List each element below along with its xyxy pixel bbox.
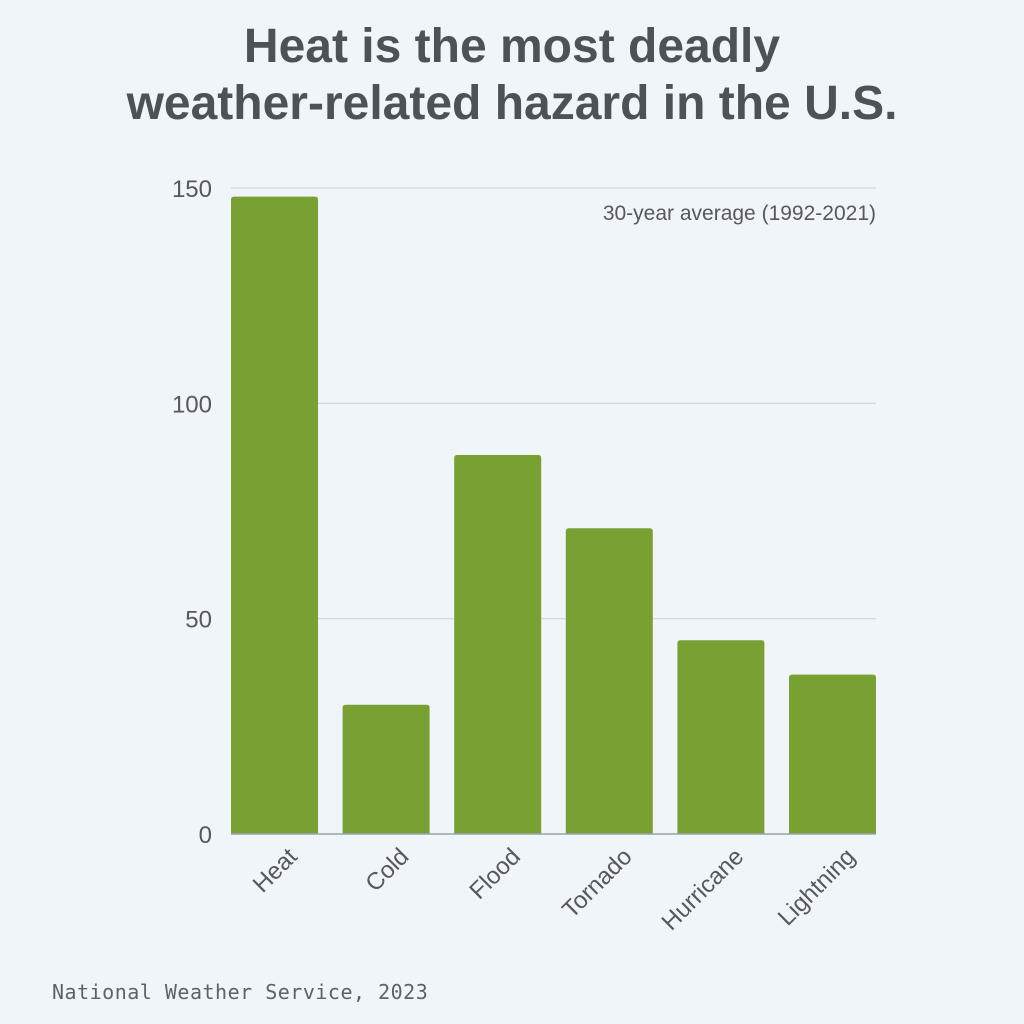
x-tick-labels: Heat Cold Flood Tornado Hurricane Lightning bbox=[248, 843, 861, 936]
y-tick-label: 100 bbox=[172, 391, 212, 418]
chart-title-line-1: Heat is the most deadly bbox=[243, 20, 781, 73]
source-credit: National Weather Service, 2023 bbox=[52, 980, 429, 1004]
y-tick-label: 0 bbox=[199, 822, 212, 849]
bar-cold bbox=[342, 704, 430, 834]
y-tick-label: 150 bbox=[172, 176, 212, 203]
x-tick-label-lightning: Lightning bbox=[773, 843, 861, 931]
x-tick-label-hurricane: Hurricane bbox=[656, 843, 749, 936]
chart-annotation: 30-year average (1992-2021) bbox=[603, 202, 876, 225]
grid-lines bbox=[231, 187, 876, 620]
bars bbox=[231, 196, 876, 834]
bar-tornado bbox=[565, 528, 653, 834]
y-tick-labels: 0 50 100 150 bbox=[172, 176, 212, 849]
chart-title: Heat is the most deadly weather-related … bbox=[0, 18, 1024, 132]
x-tick-label-tornado: Tornado bbox=[557, 843, 637, 923]
y-tick-label: 50 bbox=[185, 607, 212, 634]
bar-hurricane bbox=[677, 640, 765, 834]
bar-heat bbox=[231, 196, 318, 834]
chart-title-line-2: weather-related hazard in the U.S. bbox=[126, 77, 898, 130]
x-tick-label-heat: Heat bbox=[248, 843, 303, 898]
bar-flood bbox=[454, 455, 542, 834]
x-tick-label-flood: Flood bbox=[464, 843, 526, 905]
x-tick-label-cold: Cold bbox=[360, 843, 414, 897]
bar-lightning bbox=[789, 674, 876, 834]
